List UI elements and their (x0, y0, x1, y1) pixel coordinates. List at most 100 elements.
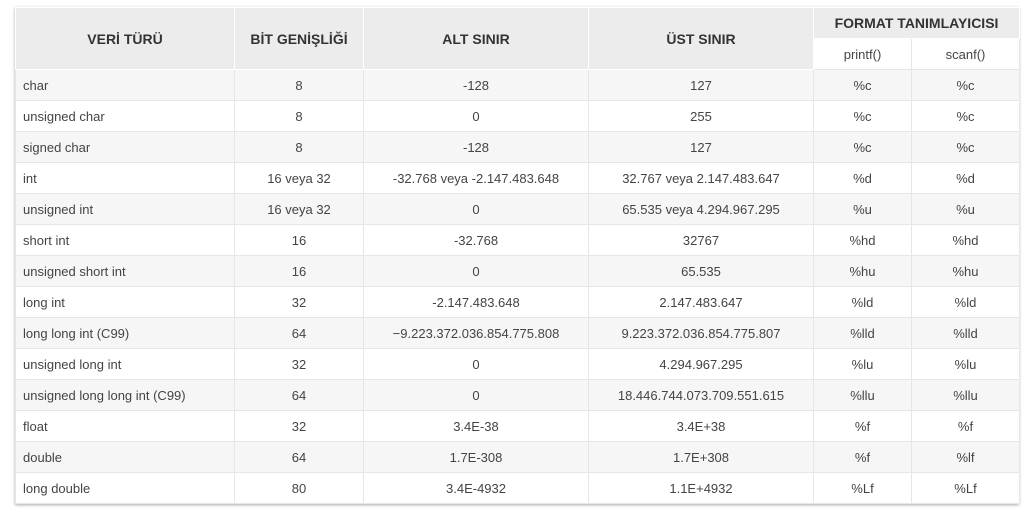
cell-scanf-format: %lf (911, 441, 1020, 473)
cell-upper-bound: 4.294.967.295 (588, 348, 814, 380)
cell-upper-bound: 1.7E+308 (588, 441, 814, 473)
cell-scanf-format: %u (911, 193, 1020, 225)
header-ust-sinir: ÜST SINIR (588, 7, 814, 70)
cell-lower-bound: 0 (363, 348, 589, 380)
cell-data-type: unsigned int (15, 193, 235, 225)
cell-bit-width: 16 (234, 255, 364, 287)
cell-upper-bound: 18.446.744.073.709.551.615 (588, 379, 814, 411)
table-row: char 8 -128 127 %c %c (15, 69, 1020, 101)
cell-lower-bound: 3.4E-38 (363, 410, 589, 442)
table-row: float 32 3.4E-38 3.4E+38 %f %f (15, 410, 1020, 442)
cell-printf-format: %f (813, 410, 912, 442)
cell-upper-bound: 1.1E+4932 (588, 472, 814, 504)
cell-bit-width: 80 (234, 472, 364, 504)
cell-bit-width: 8 (234, 100, 364, 132)
cell-bit-width: 32 (234, 348, 364, 380)
cell-lower-bound: 0 (363, 100, 589, 132)
cell-upper-bound: 127 (588, 131, 814, 163)
cell-printf-format: %c (813, 69, 912, 101)
header-veri-turu: VERİ TÜRÜ (15, 7, 235, 70)
cell-bit-width: 64 (234, 317, 364, 349)
cell-bit-width: 64 (234, 441, 364, 473)
cell-printf-format: %lld (813, 317, 912, 349)
table-row: long double 80 3.4E-4932 1.1E+4932 %Lf %Lf (15, 472, 1020, 504)
cell-scanf-format: %c (911, 131, 1020, 163)
cell-lower-bound: 0 (363, 379, 589, 411)
cell-data-type: long int (15, 286, 235, 318)
cell-scanf-format: %f (911, 410, 1020, 442)
cell-upper-bound: 3.4E+38 (588, 410, 814, 442)
table-header: VERİ TÜRÜ BİT GENİŞLİĞİ ALT SINIR ÜST SI… (15, 7, 1020, 70)
cell-scanf-format: %c (911, 69, 1020, 101)
table-row: unsigned short int 16 0 65.535 %hu %hu (15, 255, 1020, 287)
cell-scanf-format: %llu (911, 379, 1020, 411)
table-row: long long int (C99) 64 −9.223.372.036.854.… (15, 317, 1020, 349)
cell-scanf-format: %ld (911, 286, 1020, 318)
cell-bit-width: 64 (234, 379, 364, 411)
cell-scanf-format: %d (911, 162, 1020, 194)
cell-upper-bound: 255 (588, 100, 814, 132)
cell-printf-format: %c (813, 100, 912, 132)
table-row: double 64 1.7E-308 1.7E+308 %f %lf (15, 441, 1020, 473)
cell-bit-width: 32 (234, 286, 364, 318)
cell-lower-bound: 0 (363, 193, 589, 225)
cell-bit-width: 8 (234, 131, 364, 163)
table-row: signed char 8 -128 127 %c %c (15, 131, 1020, 163)
cell-scanf-format: %hu (911, 255, 1020, 287)
cell-upper-bound: 9.223.372.036.854.775.807 (588, 317, 814, 349)
cell-data-type: unsigned long int (15, 348, 235, 380)
cell-upper-bound: 32.767 veya 2.147.483.647 (588, 162, 814, 194)
cell-data-type: signed char (15, 131, 235, 163)
cell-data-type: unsigned long long int (C99) (15, 379, 235, 411)
data-types-table-container: VERİ TÜRÜ BİT GENİŞLİĞİ ALT SINIR ÜST SI… (15, 7, 1020, 504)
cell-upper-bound: 65.535 (588, 255, 814, 287)
cell-scanf-format: %c (911, 100, 1020, 132)
cell-data-type: long double (15, 472, 235, 504)
cell-lower-bound: -32.768 (363, 224, 589, 256)
table-row: int 16 veya 32 -32.768 veya -2.147.483.648… (15, 162, 1020, 194)
header-scanf: scanf() (911, 38, 1020, 70)
table-row: unsigned char 8 0 255 %c %c (15, 100, 1020, 132)
cell-lower-bound: -128 (363, 69, 589, 101)
cell-lower-bound: -128 (363, 131, 589, 163)
header-printf: printf() (813, 38, 912, 70)
cell-data-type: char (15, 69, 235, 101)
cell-data-type: unsigned short int (15, 255, 235, 287)
cell-printf-format: %llu (813, 379, 912, 411)
cell-upper-bound: 65.535 veya 4.294.967.295 (588, 193, 814, 225)
cell-data-type: int (15, 162, 235, 194)
cell-scanf-format: %lu (911, 348, 1020, 380)
cell-lower-bound: -32.768 veya -2.147.483.648 (363, 162, 589, 194)
cell-data-type: double (15, 441, 235, 473)
header-format-tanimlayicisi: FORMAT TANIMLAYICISI (813, 7, 1020, 39)
cell-data-type: short int (15, 224, 235, 256)
table-row: unsigned long int 32 0 4.294.967.295 %lu %lu (15, 348, 1020, 380)
cell-printf-format: %d (813, 162, 912, 194)
cell-data-type: unsigned char (15, 100, 235, 132)
cell-bit-width: 8 (234, 69, 364, 101)
cell-bit-width: 16 veya 32 (234, 162, 364, 194)
table-row: unsigned long long int (C99) 64 0 18.446.74… (15, 379, 1020, 411)
cell-printf-format: %hd (813, 224, 912, 256)
cell-lower-bound: -2.147.483.648 (363, 286, 589, 318)
cell-upper-bound: 2.147.483.647 (588, 286, 814, 318)
cell-scanf-format: %Lf (911, 472, 1020, 504)
cell-printf-format: %u (813, 193, 912, 225)
cell-printf-format: %hu (813, 255, 912, 287)
cell-lower-bound: −9.223.372.036.854.775.808 (363, 317, 589, 349)
cell-printf-format: %ld (813, 286, 912, 318)
cell-upper-bound: 127 (588, 69, 814, 101)
header-alt-sinir: ALT SINIR (363, 7, 589, 70)
cell-data-type: float (15, 410, 235, 442)
cell-lower-bound: 0 (363, 255, 589, 287)
cell-printf-format: %lu (813, 348, 912, 380)
cell-printf-format: %Lf (813, 472, 912, 504)
table-row: unsigned int 16 veya 32 0 65.535 veya 4.294… (15, 193, 1020, 225)
cell-printf-format: %c (813, 131, 912, 163)
cell-scanf-format: %lld (911, 317, 1020, 349)
table-row: long int 32 -2.147.483.648 2.147.483.647 %ld… (15, 286, 1020, 318)
cell-scanf-format: %hd (911, 224, 1020, 256)
cell-bit-width: 16 (234, 224, 364, 256)
table-body: char 8 -128 127 %c %c unsigned char 8 0 255 %c %c si… (15, 69, 1020, 504)
table-row: short int 16 -32.768 32767 %hd %hd (15, 224, 1020, 256)
